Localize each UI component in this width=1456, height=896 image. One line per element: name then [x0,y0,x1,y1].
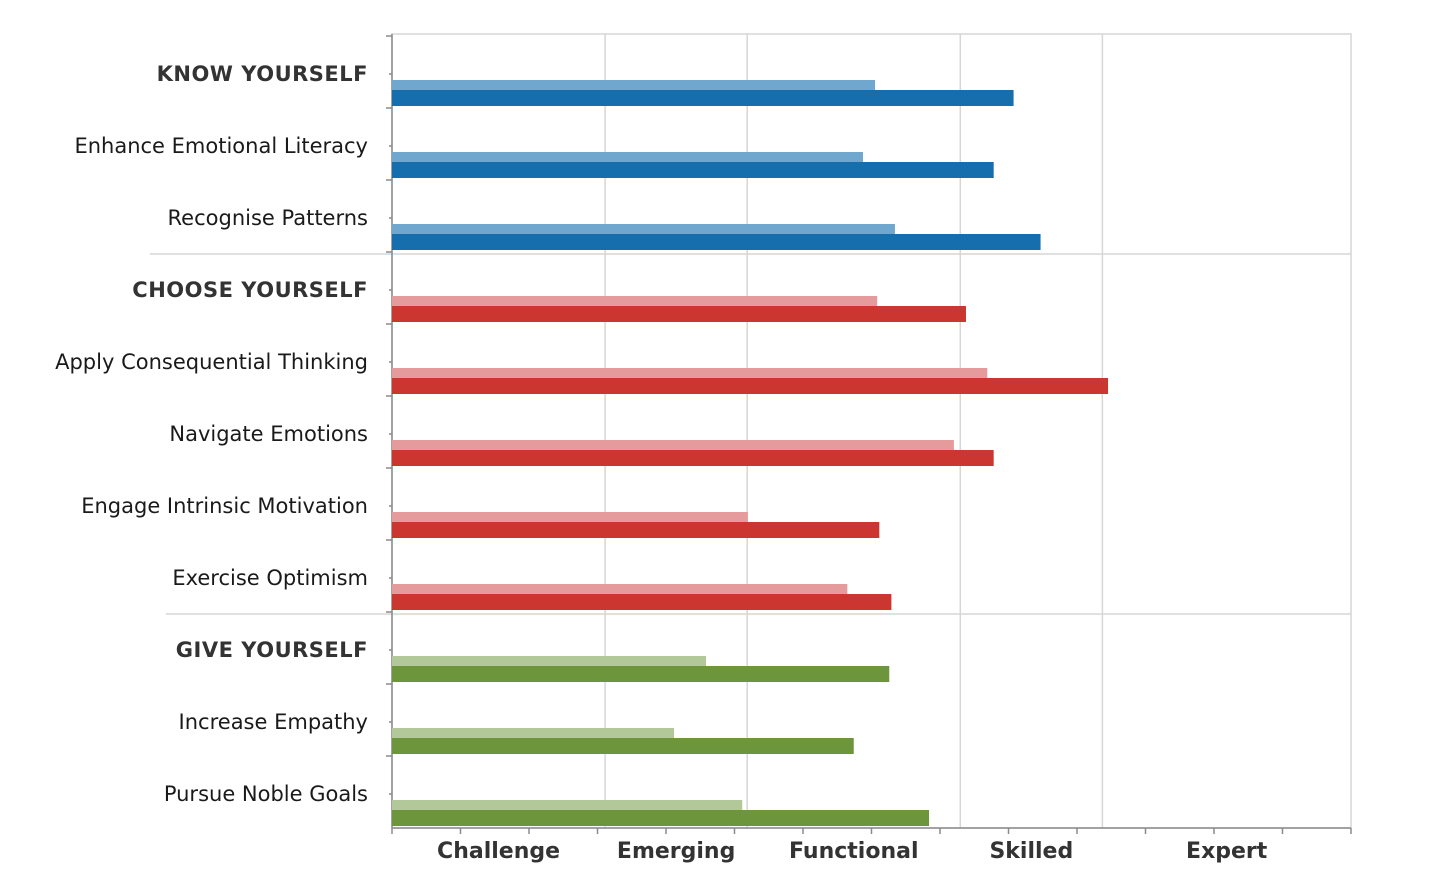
bar-light [392,800,743,810]
row-label: Recognise Patterns [168,206,368,230]
bar-light [392,152,863,162]
bar-light [392,80,876,90]
bar-dark [392,234,1041,250]
bar-dark [392,810,930,826]
x-band-label: Functional [789,839,919,864]
bar-dark [392,522,880,538]
x-band-label: Expert [1186,839,1268,864]
row-label: Exercise Optimism [172,566,368,590]
row-label: Engage Intrinsic Motivation [81,494,368,518]
row-label: Apply Consequential Thinking [55,350,368,374]
x-band-label: Skilled [989,839,1073,864]
row-label: Navigate Emotions [169,422,368,446]
bar-dark [392,162,994,178]
bar-light [392,728,675,738]
bar-dark [392,450,994,466]
bar-light [392,224,895,234]
section-label: CHOOSE YOURSELF [132,278,368,302]
x-band-label: Challenge [437,839,560,864]
row-label: Pursue Noble Goals [164,782,368,806]
bar-light [392,368,988,378]
section-label: GIVE YOURSELF [176,638,368,662]
bar-dark [392,594,892,610]
x-band-label: Emerging [617,839,735,864]
bar-dark [392,738,854,754]
section-label: KNOW YOURSELF [157,62,368,86]
bar-light [392,440,954,450]
bar-dark [392,90,1014,106]
bar-light [392,584,848,594]
bar-dark [392,666,890,682]
row-label: Enhance Emotional Literacy [74,134,368,158]
bar-dark [392,306,966,322]
row-label: Increase Empathy [179,710,368,734]
bar-dark [392,378,1109,394]
bar-light [392,296,878,306]
bar-light [392,656,706,666]
bar-light [392,512,748,522]
